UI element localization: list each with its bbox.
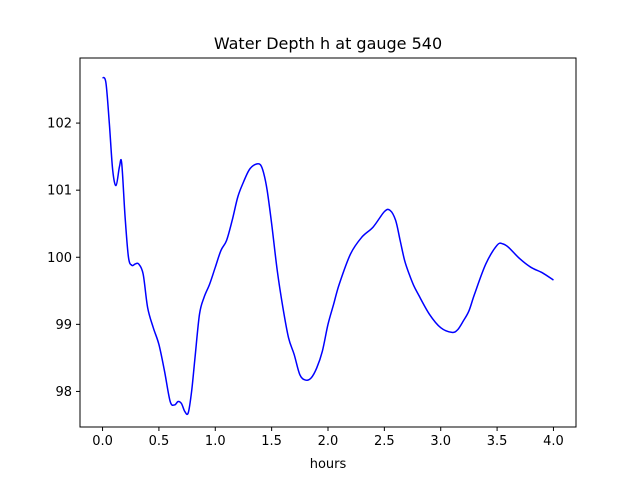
x-axis-ticks: 0.0 0.5 1.0 1.5 2.0 2.5 3.0 3.5 4.0 [92,427,564,449]
x-tick-label: 2.0 [318,434,339,449]
y-axis-ticks: 98 99 100 101 102 [47,117,80,400]
x-tick-label: 0.5 [149,434,170,449]
x-tick-label: 4.0 [543,434,564,449]
x-tick-label: 1.5 [261,434,282,449]
x-tick-label: 3.5 [487,434,508,449]
x-tick-label: 1.0 [205,434,226,449]
x-tick-label: 3.0 [430,434,451,449]
y-tick-label: 102 [47,117,72,132]
y-tick-label: 98 [55,385,72,400]
x-tick-label: 0.0 [92,434,113,449]
y-tick-label: 99 [55,318,72,333]
series-layer [101,76,554,416]
x-axis-label: hours [310,457,347,472]
x-tick-label: 2.5 [374,434,395,449]
chart-title: Water Depth h at gauge 540 [214,34,442,53]
y-tick-label: 100 [47,251,72,266]
series-line [101,76,554,416]
y-tick-label: 101 [47,184,72,199]
